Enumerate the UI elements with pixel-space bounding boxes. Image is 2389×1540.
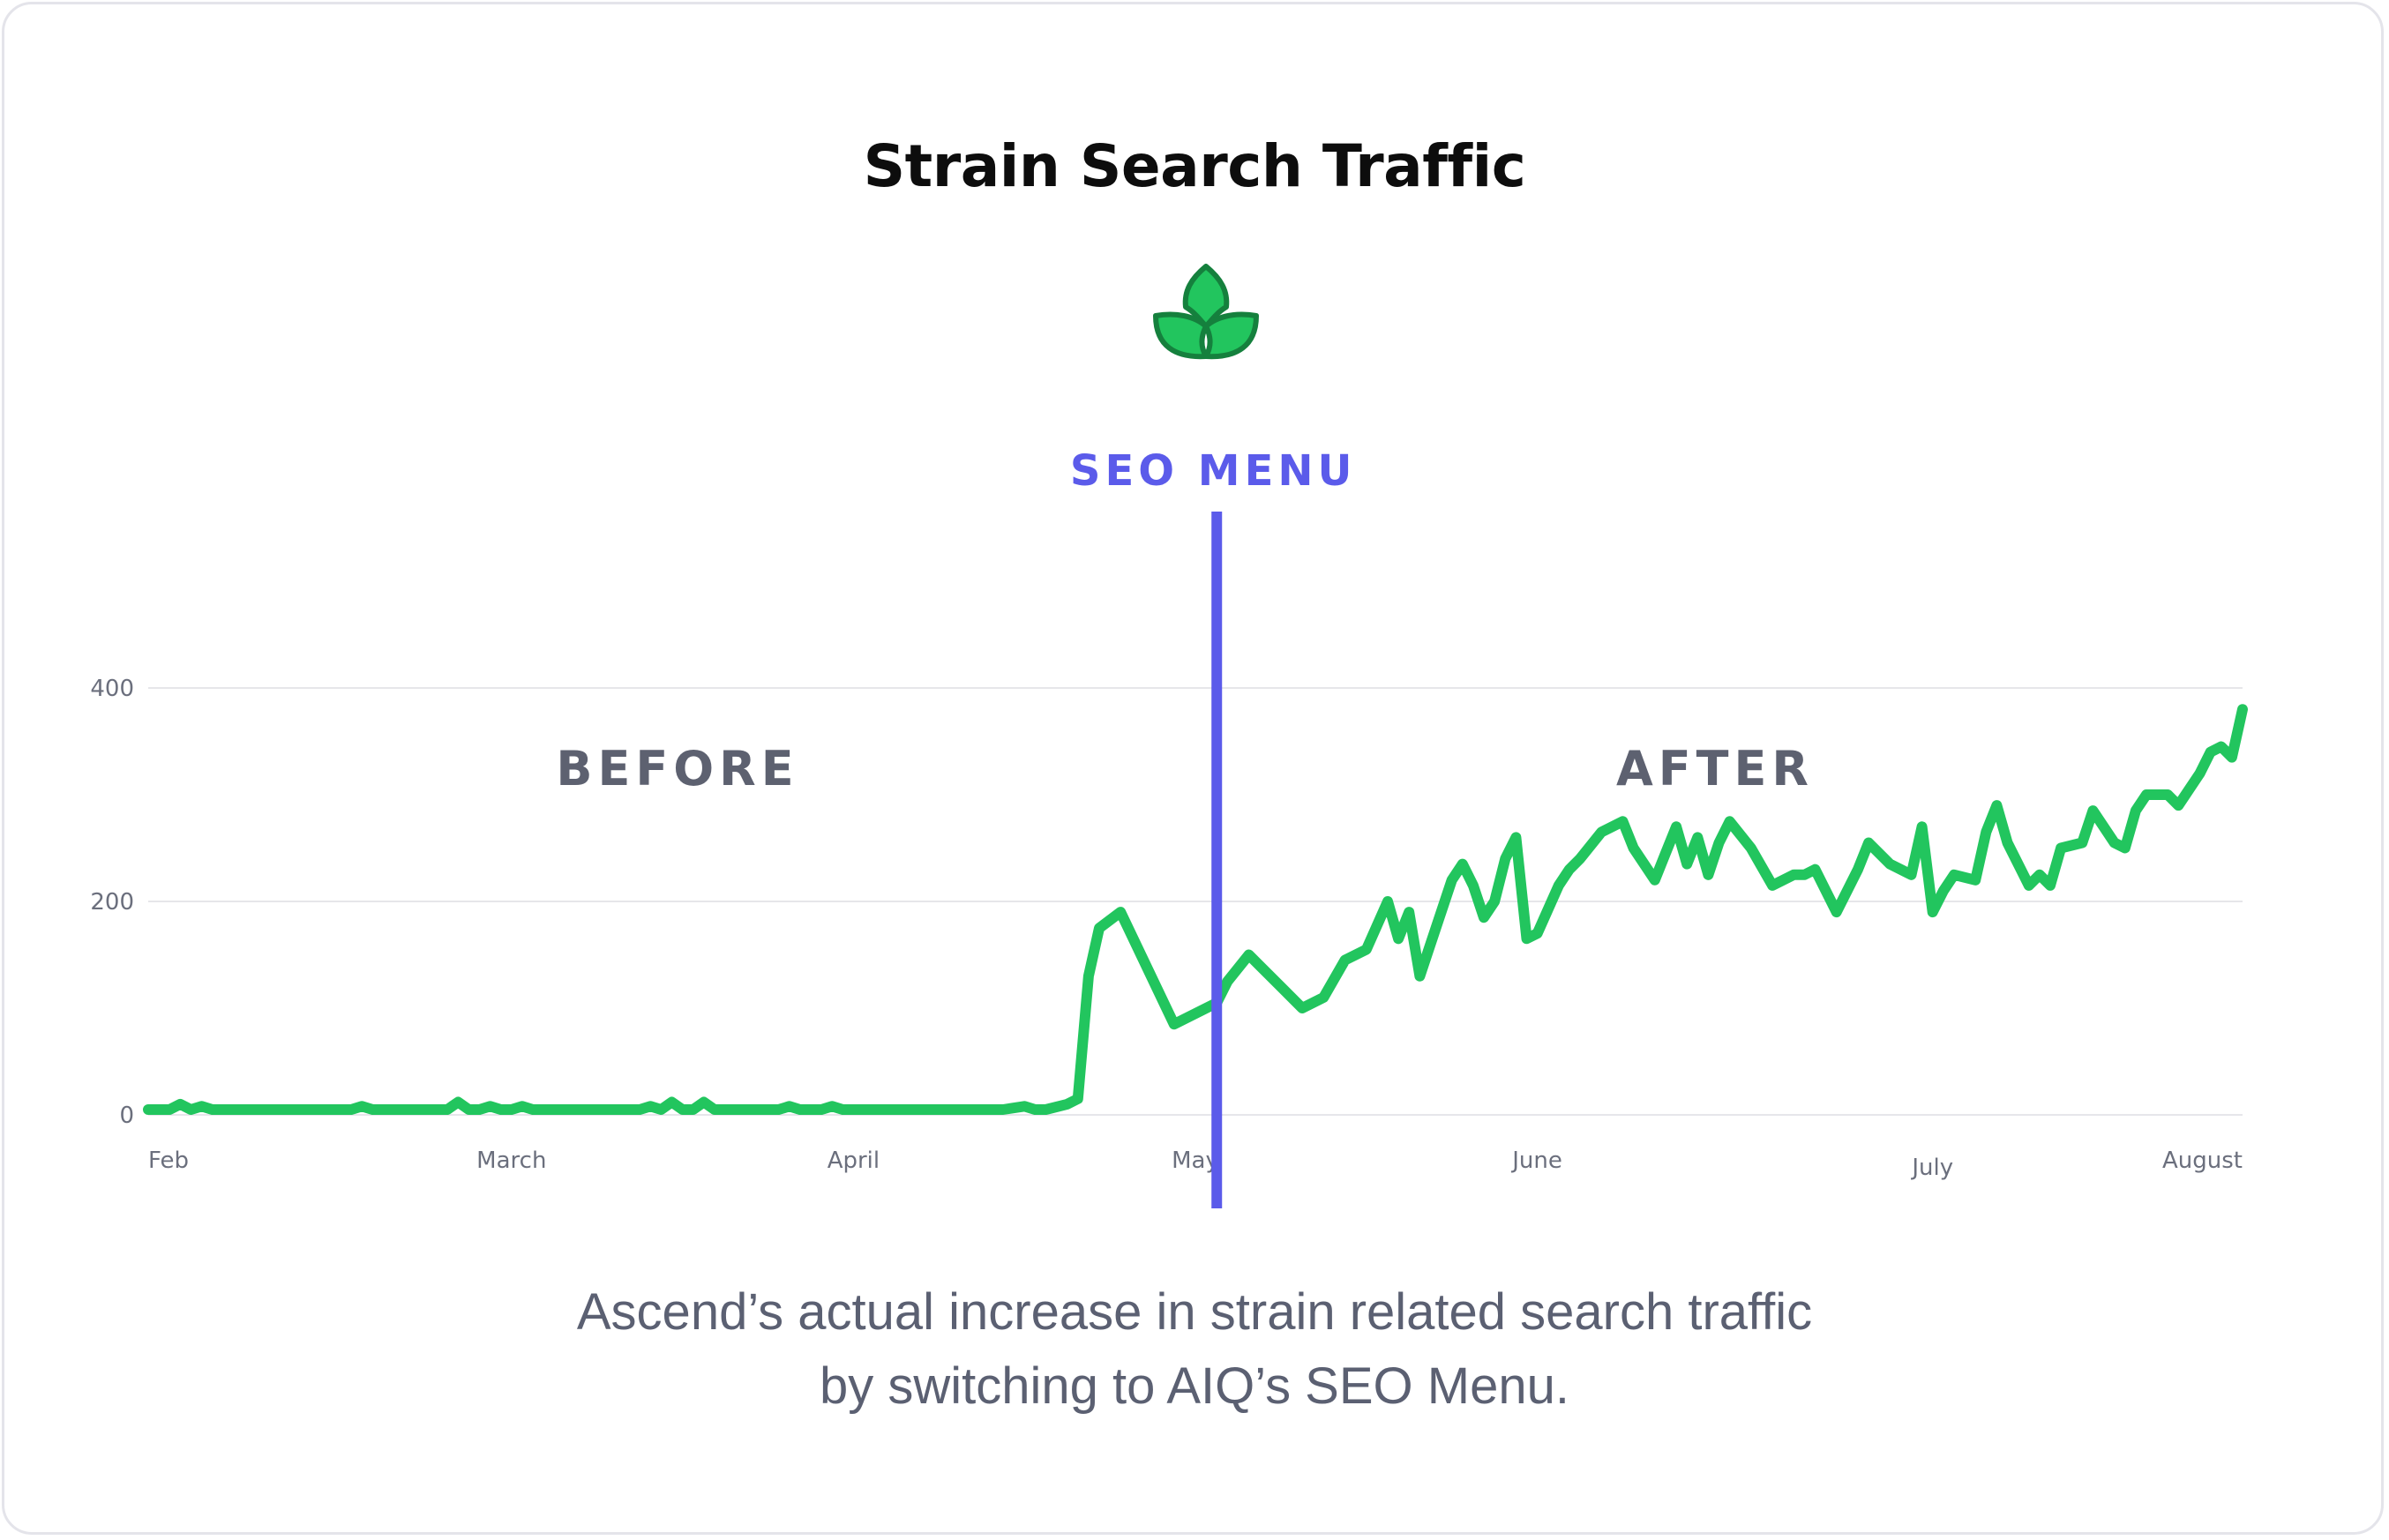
- x-tick-label: April: [828, 1148, 880, 1174]
- region-label-before: BEFORE: [556, 741, 798, 796]
- x-tick-label: Feb: [148, 1148, 189, 1174]
- region-label-after: AFTER: [1616, 741, 1814, 796]
- grid: [148, 687, 2243, 1116]
- x-tick-label: July: [1910, 1155, 1953, 1181]
- caption: Ascend’s actual increase in strain relat…: [0, 1275, 2389, 1424]
- chart-title: Strain Search Traffic: [863, 132, 1526, 200]
- x-tick-label: June: [1510, 1148, 1562, 1174]
- x-tick-label: May: [1172, 1148, 1219, 1174]
- caption-line-1: Ascend’s actual increase in strain relat…: [576, 1283, 1813, 1341]
- seo-menu-marker-label: SEO MENU: [1070, 446, 1357, 496]
- leaf-icon: [1153, 264, 1259, 360]
- y-tick-label: 200: [90, 889, 134, 916]
- x-tick-label: August: [2162, 1148, 2243, 1174]
- caption-line-2: by switching to AIQ’s SEO Menu.: [820, 1357, 1569, 1415]
- x-axis: Feb March April May June July August: [148, 1148, 2243, 1181]
- y-axis: 0 200 400: [90, 676, 134, 1129]
- y-tick-label: 0: [119, 1103, 134, 1129]
- x-tick-label: March: [476, 1148, 546, 1174]
- series-line: [143, 704, 2248, 1115]
- y-tick-label: 400: [90, 676, 134, 702]
